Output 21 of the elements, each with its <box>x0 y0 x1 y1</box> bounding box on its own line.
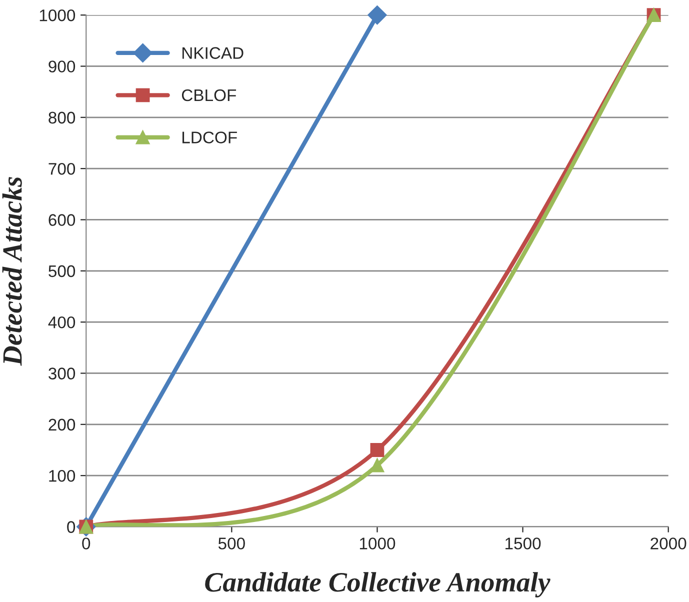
x-tick-label: 0 <box>82 538 90 550</box>
x-tick-label: 500 <box>218 538 245 550</box>
y-tick-label: 900 <box>48 60 76 72</box>
y-tick-label: 100 <box>49 470 76 482</box>
legend-label: LDCOF <box>182 132 237 144</box>
legend-label: NKICAD <box>182 47 244 59</box>
x-tick-label: 1000 <box>360 538 396 550</box>
legend-label: CBLOF <box>182 89 236 102</box>
y-axis-title: Detected Attacks <box>2 177 22 366</box>
y-tick-label: 300 <box>48 368 76 380</box>
y-tick-label: 400 <box>48 316 76 328</box>
y-tick-label: 1000 <box>40 9 76 22</box>
y-tick-label: 500 <box>48 265 76 278</box>
y-tick-label: 200 <box>48 418 76 431</box>
x-axis-title: Candidate Collective Anomaly <box>205 572 550 598</box>
x-tick-label: 2000 <box>650 538 686 550</box>
y-tick-label: 700 <box>48 162 76 175</box>
y-tick-label: 0 <box>67 521 76 533</box>
y-tick-label: 600 <box>48 214 76 226</box>
x-tick-label: 1500 <box>506 538 541 550</box>
y-tick-label: 800 <box>48 112 76 124</box>
